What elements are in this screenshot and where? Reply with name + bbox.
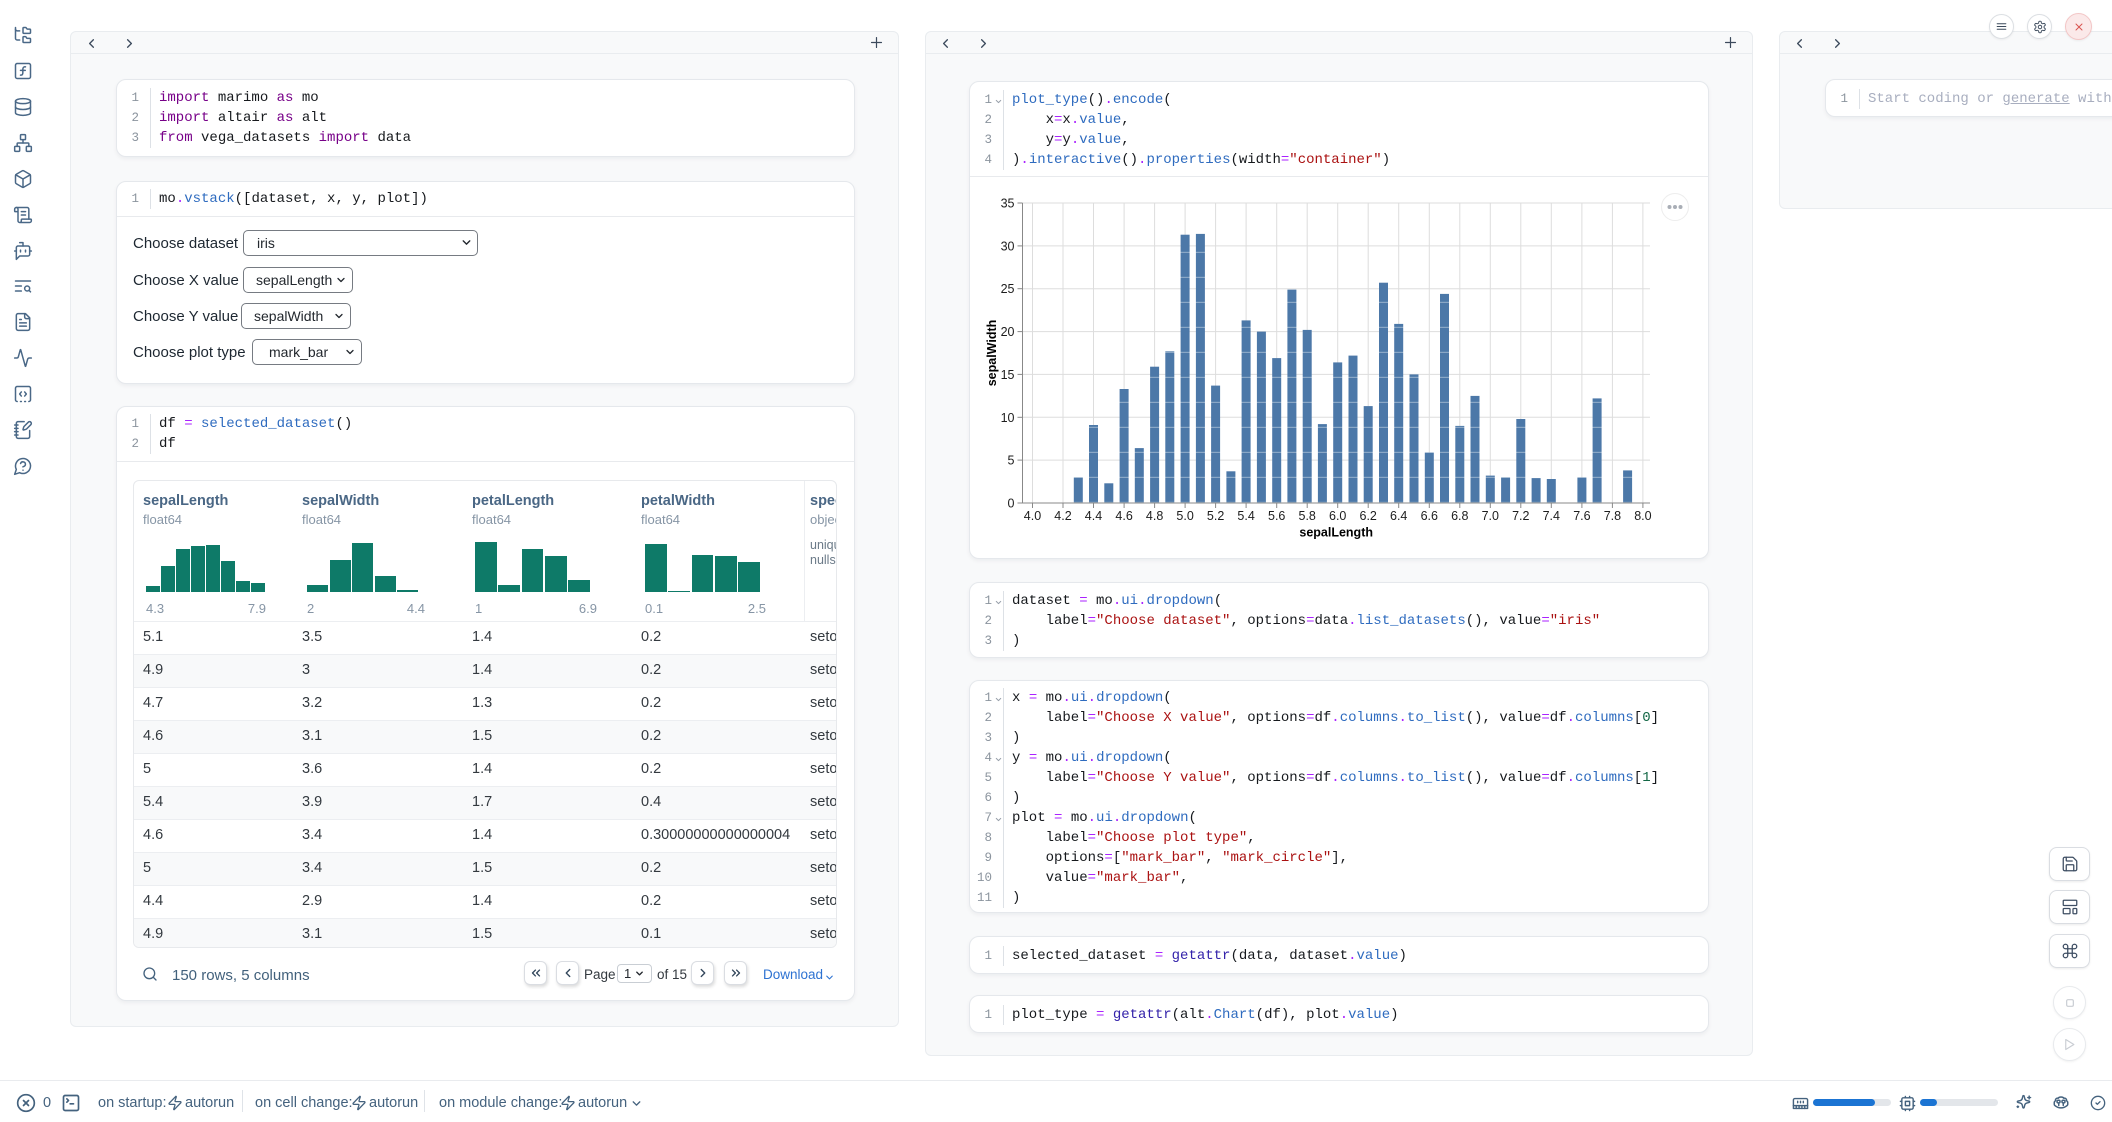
svg-text:20: 20: [1001, 325, 1015, 339]
svg-text:4.2: 4.2: [1054, 509, 1071, 523]
svg-text:4.8: 4.8: [1146, 509, 1163, 523]
svg-text:5: 5: [1008, 454, 1015, 468]
svg-text:10: 10: [1001, 411, 1015, 425]
svg-text:5.0: 5.0: [1176, 509, 1193, 523]
svg-text:8.0: 8.0: [1634, 509, 1651, 523]
svg-text:4.6: 4.6: [1115, 509, 1132, 523]
svg-text:7.6: 7.6: [1573, 509, 1590, 523]
svg-text:6.8: 6.8: [1451, 509, 1468, 523]
svg-text:6.4: 6.4: [1390, 509, 1407, 523]
svg-text:15: 15: [1001, 368, 1015, 382]
svg-text:5.2: 5.2: [1207, 509, 1224, 523]
svg-text:7.2: 7.2: [1512, 509, 1529, 523]
svg-text:sepalLength: sepalLength: [1299, 526, 1373, 540]
svg-text:7.0: 7.0: [1482, 509, 1499, 523]
svg-text:25: 25: [1001, 282, 1015, 296]
svg-text:6.2: 6.2: [1360, 509, 1377, 523]
svg-text:5.8: 5.8: [1299, 509, 1316, 523]
svg-text:6.6: 6.6: [1421, 509, 1438, 523]
svg-text:4.0: 4.0: [1024, 509, 1041, 523]
svg-text:5.6: 5.6: [1268, 509, 1285, 523]
svg-text:4.4: 4.4: [1085, 509, 1102, 523]
svg-text:6.0: 6.0: [1329, 509, 1346, 523]
svg-text:7.4: 7.4: [1543, 509, 1560, 523]
svg-text:30: 30: [1001, 239, 1015, 253]
svg-text:5.4: 5.4: [1237, 509, 1254, 523]
svg-text:0: 0: [1008, 497, 1015, 511]
svg-text:35: 35: [1001, 197, 1015, 211]
svg-text:7.8: 7.8: [1604, 509, 1621, 523]
svg-text:sepalWidth: sepalWidth: [985, 320, 999, 387]
